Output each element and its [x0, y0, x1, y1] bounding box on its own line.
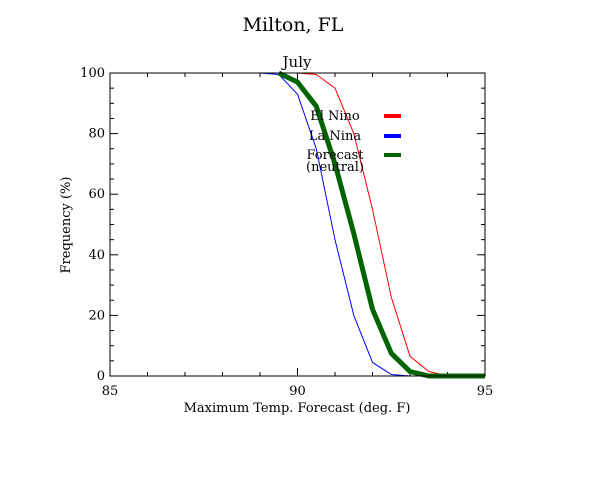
x-tick-label-90: 90 [289, 384, 306, 399]
axes: 85 90 95 0 20 40 60 80 100 [80, 66, 493, 399]
series-lines [259, 70, 485, 379]
y-tick-label-0: 0 [97, 369, 105, 384]
plot-frame [109, 72, 486, 377]
y-tick-label-60: 60 [88, 187, 105, 202]
y-tick-label-100: 100 [80, 66, 105, 81]
y-tick-label-80: 80 [88, 127, 105, 142]
legend-label-forecast-line2: (neutral) [306, 160, 364, 175]
x-tick-label-85: 85 [102, 384, 119, 399]
y-axis-label: Frequency (%) [59, 177, 74, 274]
chart-title: Milton, FL [243, 14, 344, 36]
legend-label-forecast: Forecast [307, 148, 365, 163]
y-tick-label-20: 20 [88, 308, 105, 323]
legend-label-el-nino: El Nino [310, 109, 360, 124]
y-tick-label-40: 40 [88, 248, 105, 263]
legend-label-la-nina: La Nina [309, 129, 361, 144]
x-tick-label-95: 95 [477, 384, 494, 399]
series-line-la-nina [259, 72, 485, 377]
chart-subtitle: July [281, 53, 312, 71]
x-axis-label: Maximum Temp. Forecast (deg. F) [184, 401, 411, 416]
legend: El Nino La Nina Forecast(neutral) [306, 109, 401, 175]
